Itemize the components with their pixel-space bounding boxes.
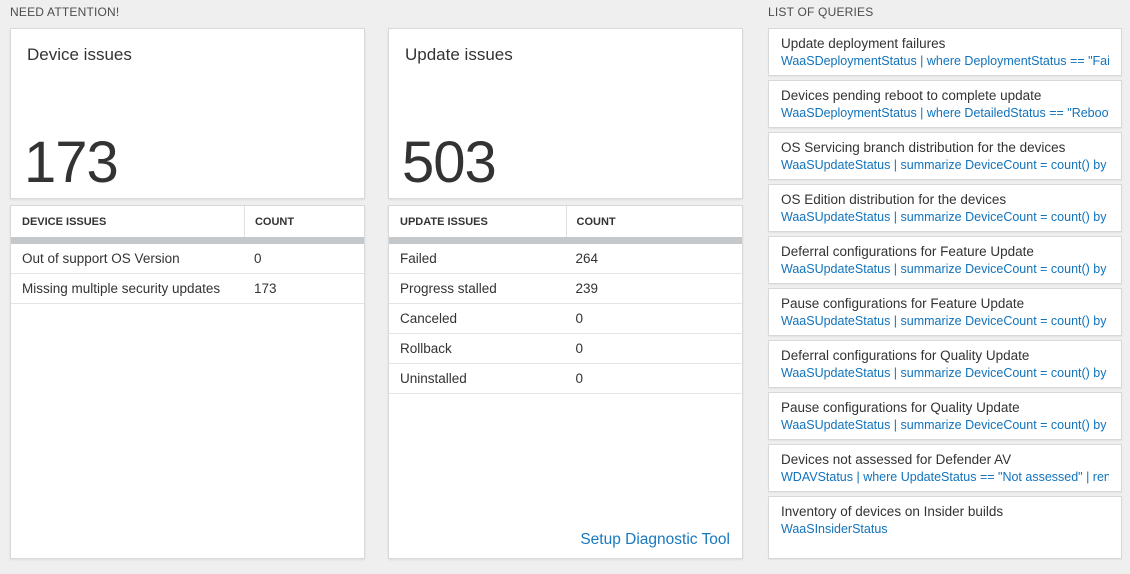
query-title: OS Edition distribution for the devices <box>781 192 1007 207</box>
query-list-item[interactable]: OS Servicing branch distribution for the… <box>768 132 1122 180</box>
device-issues-tile[interactable]: Device issues 173 <box>10 28 365 199</box>
device-issues-header-count: COUNT <box>243 206 364 237</box>
horizontal-scrollbar[interactable] <box>11 237 364 244</box>
query-list-item[interactable]: Pause configurations for Feature Update … <box>768 288 1122 336</box>
device-issues-column: Device issues 173 DEVICE ISSUES COUNT Ou… <box>10 28 365 559</box>
device-issues-rows: Out of support OS Version 0 Missing mult… <box>11 244 364 304</box>
table-row[interactable]: Failed 264 <box>389 244 742 274</box>
query-list-item[interactable]: Devices pending reboot to complete updat… <box>768 80 1122 128</box>
issue-count: 0 <box>575 311 584 326</box>
query-text: WaaSDeploymentStatus | where DetailedSta… <box>781 106 1109 120</box>
issue-count: 0 <box>575 371 584 386</box>
issue-label: Canceled <box>400 311 458 326</box>
query-text: WaaSUpdateStatus | summarize DeviceCount… <box>781 418 1109 432</box>
query-title: Pause configurations for Quality Update <box>781 400 1020 415</box>
query-text: WaaSUpdateStatus | summarize DeviceCount… <box>781 158 1109 172</box>
update-issues-title: Update issues <box>405 45 513 64</box>
query-list-item[interactable]: OS Edition distribution for the devices … <box>768 184 1122 232</box>
issue-count: 264 <box>575 251 599 266</box>
query-list-item[interactable]: Pause configurations for Quality Update … <box>768 392 1122 440</box>
issue-label: Out of support OS Version <box>22 251 180 266</box>
table-row[interactable]: Progress stalled 239 <box>389 274 742 304</box>
setup-diagnostic-tool-link[interactable]: Setup Diagnostic Tool <box>580 531 730 548</box>
table-row[interactable]: Uninstalled 0 <box>389 364 742 394</box>
device-issues-header-label: DEVICE ISSUES <box>22 215 107 228</box>
query-text: WaaSUpdateStatus | summarize DeviceCount… <box>781 210 1109 224</box>
need-attention-section-title: NEED ATTENTION! <box>10 5 120 19</box>
table-row[interactable]: Canceled 0 <box>389 304 742 334</box>
query-text: WaaSDeploymentStatus | where DeploymentS… <box>781 54 1109 68</box>
query-list: Update deployment failures WaaSDeploymen… <box>768 28 1122 559</box>
update-issues-tile[interactable]: Update issues 503 <box>388 28 743 199</box>
device-issues-table-header: DEVICE ISSUES COUNT <box>11 206 364 237</box>
query-title: Inventory of devices on Insider builds <box>781 504 1004 519</box>
issue-count: 0 <box>253 251 262 266</box>
device-issues-table: DEVICE ISSUES COUNT Out of support OS Ve… <box>10 205 365 559</box>
query-title: Deferral configurations for Feature Upda… <box>781 244 1034 259</box>
update-issues-header-count: COUNT <box>565 206 743 237</box>
query-text: WaaSUpdateStatus | summarize DeviceCount… <box>781 262 1109 276</box>
device-issues-title: Device issues <box>27 45 132 64</box>
issue-label: Rollback <box>400 341 452 356</box>
query-text: WaaSUpdateStatus | summarize DeviceCount… <box>781 366 1109 380</box>
device-issues-count: 173 <box>24 130 119 195</box>
table-row[interactable]: Rollback 0 <box>389 334 742 364</box>
query-title: Deferral configurations for Quality Upda… <box>781 348 1030 363</box>
query-title: Pause configurations for Feature Update <box>781 296 1025 311</box>
issue-label: Missing multiple security updates <box>22 281 221 296</box>
query-text: WaaSInsiderStatus <box>781 522 888 536</box>
update-issues-header-label: UPDATE ISSUES <box>400 215 488 228</box>
query-title: Devices pending reboot to complete updat… <box>781 88 1042 103</box>
query-title: Devices not assessed for Defender AV <box>781 452 1012 467</box>
query-list-item[interactable]: Deferral configurations for Feature Upda… <box>768 236 1122 284</box>
query-text: WaaSUpdateStatus | summarize DeviceCount… <box>781 314 1109 328</box>
query-title: Update deployment failures <box>781 36 946 51</box>
issue-count: 239 <box>575 281 599 296</box>
query-text: WDAVStatus | where UpdateStatus == "Not … <box>781 470 1109 484</box>
list-of-queries-section-title: LIST OF QUERIES <box>768 5 874 19</box>
horizontal-scrollbar[interactable] <box>389 237 742 244</box>
table-row[interactable]: Missing multiple security updates 173 <box>11 274 364 304</box>
query-list-item[interactable]: Update deployment failures WaaSDeploymen… <box>768 28 1122 76</box>
update-issues-count: 503 <box>402 130 497 195</box>
issue-count: 0 <box>575 341 584 356</box>
update-issues-table-header: UPDATE ISSUES COUNT <box>389 206 742 237</box>
update-issues-table: UPDATE ISSUES COUNT Failed 264 Progress … <box>388 205 743 559</box>
query-list-item[interactable]: Deferral configurations for Quality Upda… <box>768 340 1122 388</box>
query-list-item[interactable]: Inventory of devices on Insider builds W… <box>768 496 1122 559</box>
update-issues-rows: Failed 264 Progress stalled 239 Canceled… <box>389 244 742 394</box>
query-list-item[interactable]: Devices not assessed for Defender AV WDA… <box>768 444 1122 492</box>
query-title: OS Servicing branch distribution for the… <box>781 140 1066 155</box>
issue-count: 173 <box>253 281 277 296</box>
issue-label: Failed <box>400 251 437 266</box>
update-issues-column: Update issues 503 UPDATE ISSUES COUNT Fa… <box>388 28 743 559</box>
issue-label: Uninstalled <box>400 371 467 386</box>
table-row[interactable]: Out of support OS Version 0 <box>11 244 364 274</box>
issue-label: Progress stalled <box>400 281 497 296</box>
